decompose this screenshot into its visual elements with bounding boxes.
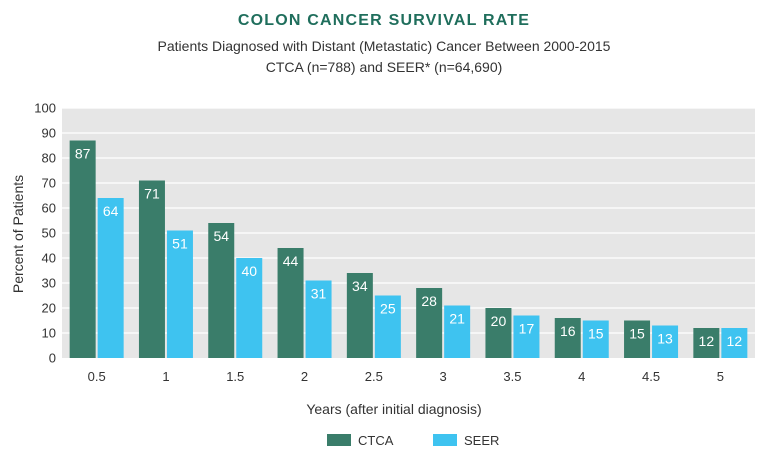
bar-value-label: 12 [699, 333, 715, 349]
x-tick-label: 2.5 [365, 369, 383, 384]
bar-value-label: 16 [560, 323, 576, 339]
bar-seer [513, 315, 540, 358]
bar-value-label: 20 [491, 313, 507, 329]
bar-value-label: 17 [519, 321, 535, 337]
bar-seer [652, 325, 679, 358]
y-tick-label: 60 [42, 201, 56, 216]
bar-value-label: 40 [241, 263, 257, 279]
x-tick-label: 2 [301, 369, 308, 384]
y-tick-label: 0 [49, 351, 56, 366]
bar-ctca [485, 308, 512, 358]
bar-value-label: 54 [213, 228, 229, 244]
bar-value-label: 25 [380, 301, 396, 317]
bar-value-label: 31 [311, 286, 327, 302]
y-axis-label: Percent of Patients [10, 175, 26, 293]
bar-value-label: 15 [629, 326, 645, 342]
bar-ctca [277, 248, 304, 358]
bar-value-label: 71 [144, 186, 160, 202]
bar-value-label: 15 [588, 326, 604, 342]
bar-ctca [624, 320, 651, 358]
bar-value-label: 13 [657, 331, 673, 347]
y-tick-label: 100 [34, 101, 56, 116]
bar-ctca [208, 223, 235, 358]
y-tick-label: 80 [42, 151, 56, 166]
chart-subtitle-line2: CTCA (n=788) and SEER* (n=64,690) [266, 59, 503, 75]
x-tick-label: 1 [162, 369, 169, 384]
y-axis-ticks: 0 10 20 30 40 50 60 70 80 90 100 [34, 101, 56, 366]
x-axis-label: Years (after initial diagnosis) [306, 401, 481, 417]
y-tick-label: 90 [42, 126, 56, 141]
bar-value-label: 21 [449, 311, 465, 327]
bar-value-label: 44 [283, 253, 299, 269]
bar-value-label: 51 [172, 236, 188, 252]
x-tick-label: 3 [440, 369, 447, 384]
chart-subtitle-line1: Patients Diagnosed with Distant (Metasta… [158, 38, 611, 54]
bar-seer [166, 230, 193, 358]
y-tick-label: 10 [42, 326, 56, 341]
bar-ctca [416, 288, 443, 358]
bar-seer [582, 320, 609, 358]
x-tick-label: 4 [578, 369, 585, 384]
bar-value-label: 87 [75, 146, 91, 162]
x-tick-label: 1.5 [226, 369, 244, 384]
chart-title: COLON CANCER SURVIVAL RATE [238, 12, 530, 29]
x-tick-label: 3.5 [503, 369, 521, 384]
bar-ctca [69, 140, 96, 358]
bar-value-label: 12 [727, 333, 743, 349]
bar-ctca [693, 328, 720, 358]
legend-label-ctca: CTCA [358, 433, 394, 448]
legend-label-seer: SEER [464, 433, 499, 448]
bar-value-label: 34 [352, 278, 368, 294]
bar-value-label: 64 [103, 203, 119, 219]
legend-swatch-ctca [327, 434, 351, 446]
bar-seer [721, 328, 748, 358]
bar-seer [97, 198, 124, 358]
y-tick-label: 20 [42, 301, 56, 316]
bar-ctca [346, 273, 373, 358]
y-tick-label: 50 [42, 226, 56, 241]
bar-seer [444, 305, 471, 358]
legend-swatch-seer [433, 434, 457, 446]
bar-seer [374, 295, 401, 358]
legend: CTCA SEER [327, 433, 499, 448]
x-axis-ticks: 0.5 1 1.5 2 2.5 3 3.5 4 4.5 5 [88, 369, 724, 384]
bar-ctca [554, 318, 581, 358]
x-tick-label: 5 [717, 369, 724, 384]
y-tick-label: 30 [42, 276, 56, 291]
bar-seer [236, 258, 263, 358]
y-tick-label: 70 [42, 176, 56, 191]
x-tick-label: 0.5 [88, 369, 106, 384]
x-tick-label: 4.5 [642, 369, 660, 384]
bar-ctca [138, 180, 165, 358]
bar-value-label: 28 [421, 293, 437, 309]
bar-seer [305, 280, 332, 358]
bars: 87 64 71 51 54 40 44 31 34 25 28 21 20 17 16 15 15 13 12 12 [69, 140, 748, 358]
y-tick-label: 40 [42, 251, 56, 266]
